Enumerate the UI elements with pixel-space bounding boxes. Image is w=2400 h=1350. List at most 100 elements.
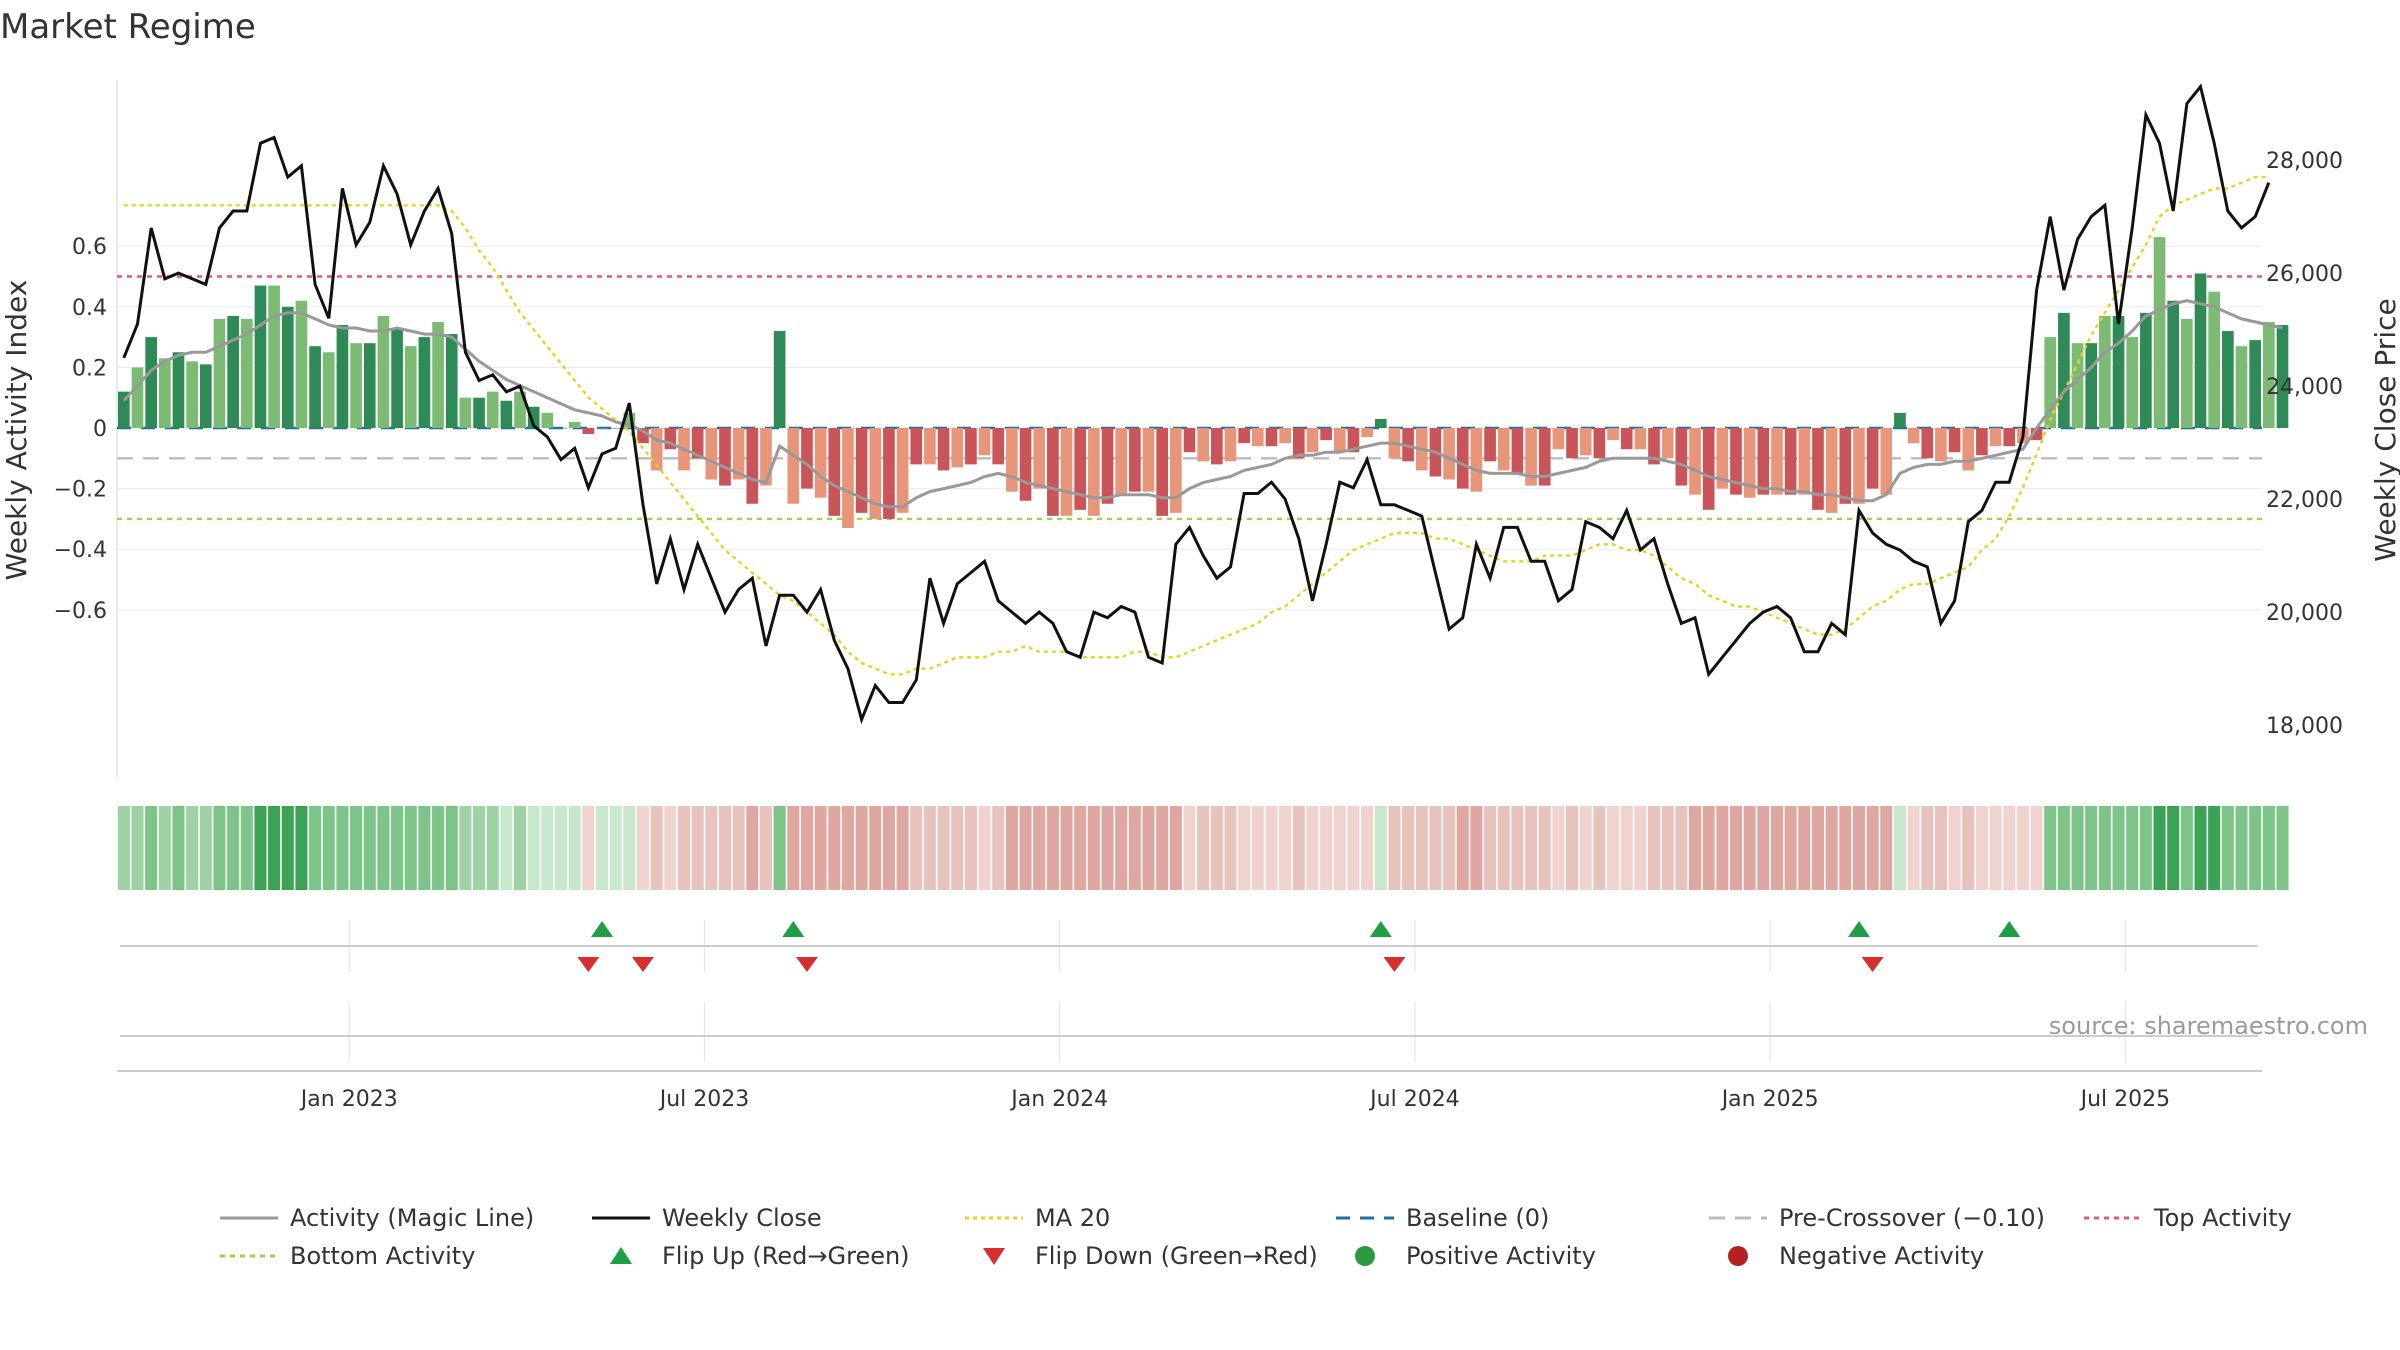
activity-bar-105	[1552, 428, 1565, 450]
x-tick-label: Jul 2025	[2079, 1087, 2171, 1112]
activity-bar-69	[1060, 428, 1073, 516]
activity-bar-156	[2249, 340, 2261, 428]
activity-bar-2	[145, 337, 157, 428]
activity-bar-9	[240, 318, 253, 428]
regime-cell-100	[1484, 806, 1497, 890]
regime-cell-14	[309, 806, 322, 890]
legend-item-8: Flip Down (Green→Red)	[983, 1242, 1318, 1270]
regime-cell-109	[1607, 806, 1620, 890]
regime-cell-152	[2194, 806, 2207, 890]
ma20-line	[123, 175, 2269, 676]
regime-cell-6	[199, 806, 212, 890]
legend-item-2: MA 20	[965, 1204, 1110, 1232]
activity-bar-65	[1006, 428, 1018, 492]
activity-bar-86	[1292, 428, 1305, 459]
regime-cell-24	[445, 806, 458, 890]
legend-swatch-triangle-up	[610, 1247, 632, 1264]
legend-label: Baseline (0)	[1406, 1204, 1549, 1232]
regime-cell-32	[554, 806, 568, 890]
regime-cell-17	[350, 806, 363, 890]
regime-cell-134	[1948, 806, 1961, 890]
regime-cell-124	[1811, 806, 1825, 890]
activity-bar-82	[1238, 428, 1250, 444]
regime-cell-41	[677, 806, 691, 890]
activity-bar-40	[664, 428, 677, 450]
activity-bar-127	[1853, 428, 1865, 504]
regime-cell-49	[787, 806, 800, 890]
regime-cell-43	[705, 806, 718, 890]
regime-cell-147	[2126, 806, 2139, 890]
x-axis-ticks: Jan 2023 Jul 2023 Jan 2024 Jul 2024 Jan 2025…	[299, 1087, 2170, 1112]
regime-cell-3	[158, 806, 171, 890]
regime-cell-13	[295, 806, 308, 890]
right-tick-label: 26,000	[2266, 262, 2343, 287]
activity-bar-128	[1866, 428, 1879, 489]
regime-cell-118	[1729, 806, 1743, 890]
regime-cell-87	[1306, 806, 1319, 890]
legend: Activity (Magic Line) Weekly Close MA 20 Ba…	[220, 1204, 2292, 1270]
activity-bar-132	[1921, 428, 1934, 459]
activity-bar-16	[336, 324, 349, 428]
regime-cell-21	[404, 806, 417, 890]
right-tick-label: 24,000	[2266, 375, 2343, 400]
regime-cell-40	[664, 806, 677, 890]
regime-cell-78	[1183, 806, 1196, 890]
right-tick-label: 20,000	[2266, 601, 2343, 626]
activity-bar-75	[1142, 428, 1155, 492]
activity-bar-50	[801, 428, 813, 489]
regime-cell-60	[937, 806, 950, 890]
activity-bar-63	[978, 428, 991, 456]
regime-cell-38	[636, 806, 650, 890]
legend-label: MA 20	[1035, 1204, 1110, 1232]
activity-bar-54	[855, 428, 868, 513]
activity-bar-4	[172, 352, 185, 428]
regime-cell-153	[2208, 806, 2221, 890]
activity-bar-19	[377, 315, 390, 428]
activity-bar-32	[555, 428, 567, 429]
activity-bar-28	[500, 400, 513, 428]
activity-bar-45	[732, 428, 745, 480]
regime-cell-150	[2167, 806, 2180, 890]
regime-strip	[117, 806, 2289, 890]
regime-cell-26	[473, 806, 486, 890]
activity-bar-97	[1443, 428, 1455, 480]
activity-bar-24	[445, 334, 458, 428]
regime-cell-104	[1538, 806, 1551, 890]
regime-cell-82	[1238, 806, 1251, 890]
regime-cell-88	[1320, 806, 1333, 890]
regime-cell-92	[1374, 806, 1387, 890]
regime-cell-131	[1907, 806, 1920, 890]
activity-bar-44	[719, 428, 731, 486]
left-tick-label: −0.4	[54, 538, 107, 563]
regime-cell-111	[1634, 806, 1647, 890]
legend-item-6: Bottom Activity	[220, 1242, 475, 1270]
regime-cell-117	[1716, 806, 1729, 890]
regime-cell-52	[828, 806, 841, 890]
activity-bar-37	[623, 412, 636, 428]
activity-bar-157	[2263, 321, 2275, 428]
activity-bar-11	[268, 285, 280, 428]
activity-bar-18	[363, 343, 376, 428]
activity-bar-103	[1525, 428, 1537, 486]
regime-cell-31	[541, 806, 554, 890]
regime-cell-84	[1265, 806, 1278, 890]
activity-bar-125	[1825, 428, 1838, 513]
regime-cell-146	[2112, 806, 2125, 890]
activity-bar-15	[322, 352, 335, 428]
legend-label: Bottom Activity	[290, 1242, 475, 1270]
activity-bar-72	[1101, 428, 1114, 504]
left-tick-label: −0.2	[54, 478, 107, 503]
regime-cell-149	[2153, 806, 2166, 890]
legend-swatch-dot	[1355, 1246, 1375, 1266]
activity-bar-158	[2276, 324, 2289, 428]
regime-cell-69	[1060, 806, 1073, 890]
regime-cell-68	[1046, 806, 1059, 890]
activity-bar-79	[1197, 428, 1209, 462]
left-tick-label: 0.6	[72, 235, 107, 260]
activity-bar-1	[131, 367, 144, 428]
regime-cell-51	[814, 806, 827, 890]
activity-bar-80	[1210, 428, 1223, 465]
legend-item-10: Negative Activity	[1728, 1242, 1984, 1270]
activity-bar-52	[828, 428, 841, 516]
regime-cell-7	[213, 806, 226, 890]
